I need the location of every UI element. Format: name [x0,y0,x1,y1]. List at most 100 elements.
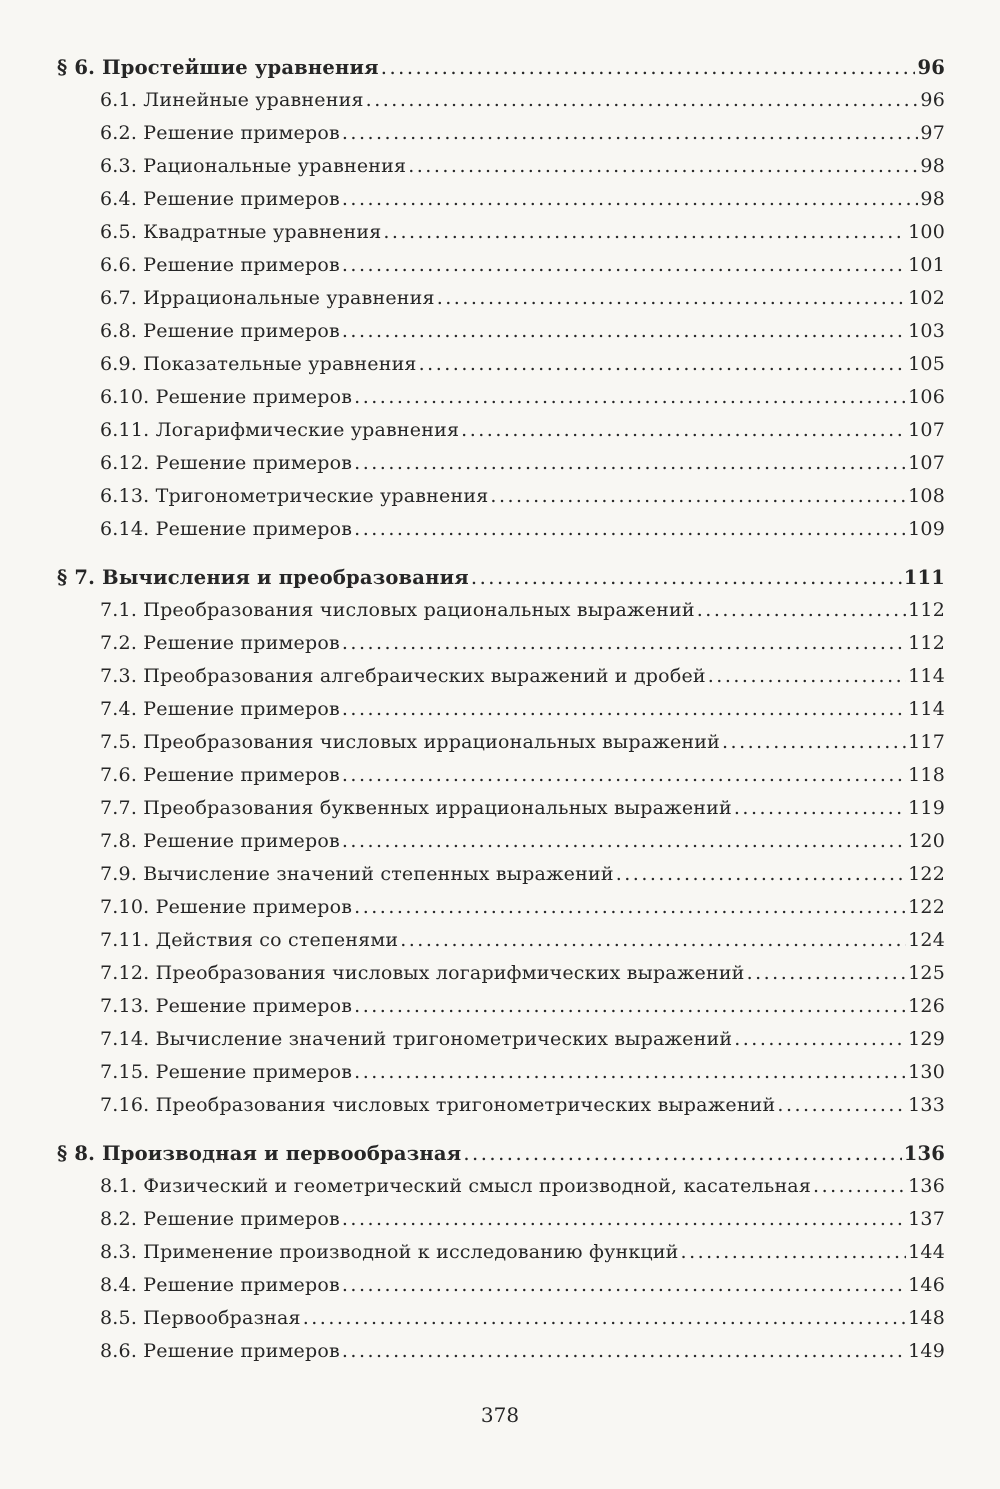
dot-leader [354,896,906,918]
entry-page: 149 [908,1340,945,1362]
toc-entry[interactable]: 6.11. Логарифмические уравнения 107 [57,419,945,452]
toc-entry[interactable]: 6.6. Решение примеров 101 [57,254,945,287]
toc-entry[interactable]: 6.8. Решение примеров 103 [57,320,945,353]
entry-title: 7.16. Преобразования числовых тригономет… [100,1094,776,1116]
section-heading[interactable]: § 8. Производная и первообразная 136 [57,1142,945,1175]
toc-entry[interactable]: 7.12. Преобразования числовых логарифмич… [57,962,945,995]
entry-page: 125 [908,962,945,984]
toc-entry[interactable]: 6.3. Рациональные уравнения 98 [57,155,945,188]
dot-leader [708,665,906,687]
entry-page: 146 [908,1274,945,1296]
toc-entry[interactable]: 8.6. Решение примеров 149 [57,1340,945,1373]
entry-page: 107 [908,452,945,474]
entry-page: 133 [908,1094,945,1116]
toc-entry[interactable]: 6.2. Решение примеров 97 [57,122,945,155]
section-heading[interactable]: § 7. Вычисления и преобразования 111 [57,566,945,599]
dot-leader [342,188,919,210]
toc-entry[interactable]: 7.14. Вычисление значений тригонометриче… [57,1028,945,1061]
dot-leader [400,929,906,951]
page-number: 378 [480,1403,520,1427]
toc-section: § 7. Вычисления и преобразования 111 7.1. … [57,566,945,1127]
entry-title: § 8. Производная и первообразная [57,1142,462,1165]
dot-leader [490,485,906,507]
toc-entry[interactable]: 7.1. Преобразования числовых рациональны… [57,599,945,632]
toc-entry[interactable]: 8.1. Физический и геометрический смысл п… [57,1175,945,1208]
toc-entry[interactable]: 7.2. Решение примеров 112 [57,632,945,665]
dot-leader [734,1028,906,1050]
dot-leader [342,1208,906,1230]
toc-entry[interactable]: 6.4. Решение примеров 98 [57,188,945,221]
dot-leader [461,419,906,441]
entry-title: 6.10. Решение примеров [100,386,353,408]
dot-leader [408,155,918,177]
toc-entry[interactable]: 7.16. Преобразования числовых тригономет… [57,1094,945,1127]
toc-entry[interactable]: 7.8. Решение примеров 120 [57,830,945,863]
entry-title: 7.8. Решение примеров [100,830,340,852]
toc-entry[interactable]: 6.10. Решение примеров 106 [57,386,945,419]
toc-entry[interactable]: 7.15. Решение примеров 130 [57,1061,945,1094]
dot-leader [722,731,906,753]
entry-title: 7.6. Решение примеров [100,764,340,786]
entry-title: 6.3. Рациональные уравнения [100,155,407,177]
dot-leader [419,353,907,375]
dot-leader [697,599,906,621]
toc-entry[interactable]: 6.14. Решение примеров 109 [57,518,945,551]
entry-page: 98 [920,155,945,177]
entry-page: 96 [920,89,945,111]
entry-page: 119 [908,797,945,819]
dot-leader [381,56,916,79]
toc-entry[interactable]: 6.12. Решение примеров 107 [57,452,945,485]
entry-title: 8.1. Физический и геометрический смысл п… [100,1175,812,1197]
dot-leader [747,962,907,984]
entry-title: 7.15. Решение примеров [100,1061,353,1083]
dot-leader [342,1340,906,1362]
toc-entry[interactable]: 8.5. Первообразная 148 [57,1307,945,1340]
toc-entry[interactable]: 7.5. Преобразования числовых иррациональ… [57,731,945,764]
entry-title: 7.1. Преобразования числовых рациональны… [100,599,695,621]
entry-page: 98 [920,188,945,210]
entry-title: 7.9. Вычисление значений степенных выраж… [100,863,614,885]
toc-entry[interactable]: 6.5. Квадратные уравнения 100 [57,221,945,254]
entry-title: 6.1. Линейные уравнения [100,89,364,111]
toc-entry[interactable]: 8.4. Решение примеров 146 [57,1274,945,1307]
entry-title: 6.9. Показательные уравнения [100,353,417,375]
section-heading[interactable]: § 6. Простейшие уравнения 96 [57,56,945,89]
entry-page: 114 [908,698,945,720]
entry-title: 7.3. Преобразования алгебраических выраж… [100,665,706,687]
toc-entry[interactable]: 7.13. Решение примеров 126 [57,995,945,1028]
dot-leader [354,518,906,540]
entry-title: 6.11. Логарифмические уравнения [100,419,460,441]
dot-leader [354,1061,906,1083]
toc-entry[interactable]: 7.11. Действия со степенями 124 [57,929,945,962]
dot-leader [342,254,906,276]
entry-title: 6.12. Решение примеров [100,452,353,474]
dot-leader [777,1094,906,1116]
toc-entry[interactable]: 6.9. Показательные уравнения 105 [57,353,945,386]
toc-entry[interactable]: 7.4. Решение примеров 114 [57,698,945,731]
toc-entry[interactable]: 7.9. Вычисление значений степенных выраж… [57,863,945,896]
toc-section: § 8. Производная и первообразная 136 8.1. … [57,1142,945,1373]
entry-title: 6.8. Решение примеров [100,320,340,342]
dot-leader [463,1142,901,1165]
entry-page: 144 [908,1241,945,1263]
toc-entry[interactable]: 7.10. Решение примеров 122 [57,896,945,929]
toc-entry[interactable]: 8.2. Решение примеров 137 [57,1208,945,1241]
toc-entry[interactable]: 6.7. Иррациональные уравнения 102 [57,287,945,320]
entry-page: 101 [908,254,945,276]
toc-entry[interactable]: 8.3. Применение производной к исследован… [57,1241,945,1274]
toc-entry[interactable]: 7.7. Преобразования буквенных иррационал… [57,797,945,830]
entry-title: 8.5. Первообразная [100,1307,301,1329]
entry-page: 120 [908,830,945,852]
toc-entry[interactable]: 6.1. Линейные уравнения 96 [57,89,945,122]
toc-entry[interactable]: 7.6. Решение примеров 118 [57,764,945,797]
entry-page: 103 [908,320,945,342]
dot-leader [366,89,919,111]
entry-page: 137 [908,1208,945,1230]
dot-leader [342,764,906,786]
dot-leader [354,386,906,408]
entry-page: 124 [908,929,945,951]
toc-entry[interactable]: 7.3. Преобразования алгебраических выраж… [57,665,945,698]
entry-page: 100 [908,221,945,243]
entry-page: 107 [908,419,945,441]
toc-entry[interactable]: 6.13. Тригонометрические уравнения 108 [57,485,945,518]
